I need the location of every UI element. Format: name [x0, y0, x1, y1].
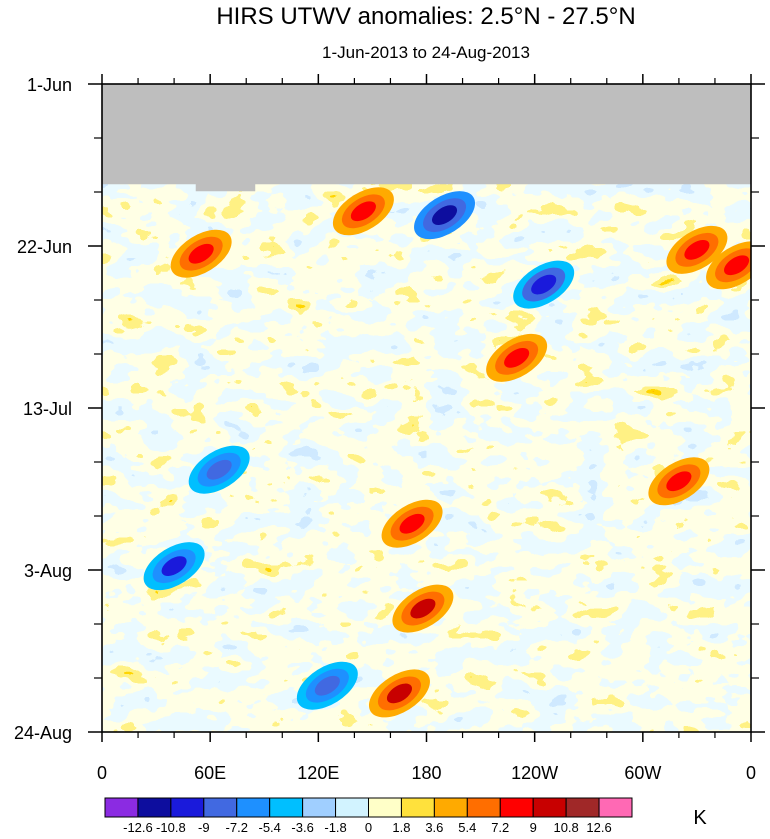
y-tick-label: 13-Jul — [23, 399, 72, 419]
anomaly-contour — [206, 459, 232, 480]
colorbar-label: 12.6 — [586, 820, 611, 834]
colorbar-swatch — [598, 797, 633, 818]
heatmap-field — [102, 84, 751, 732]
colorbar-label: -12.6 — [123, 820, 153, 834]
anomaly-contour — [431, 205, 458, 226]
anomaly-contour — [350, 201, 376, 222]
chart-subtitle: 1-Jun-2013 to 24-Aug-2013 — [322, 43, 530, 62]
x-tick-label: 180 — [411, 763, 441, 783]
colorbar-label: -9 — [198, 820, 210, 834]
colorbar-swatch — [137, 797, 172, 818]
colorbar-swatch — [302, 797, 337, 818]
anomaly-feature — [486, 333, 548, 382]
anomaly-contour — [410, 598, 436, 619]
x-axis: 0 60E 120E 180 120W 60W 0 — [97, 74, 756, 783]
anomaly-contour — [504, 347, 530, 368]
anomaly-feature — [332, 187, 394, 236]
colorbar-label: -7.2 — [226, 820, 248, 834]
colorbar-swatch — [532, 797, 567, 818]
colorbar-swatch — [433, 797, 468, 818]
colorbar-swatch — [499, 797, 534, 818]
anomaly-contour — [666, 471, 692, 492]
x-tick-label: 0 — [97, 763, 107, 783]
colorbar-swatch — [170, 797, 205, 818]
anomaly-feature — [513, 260, 575, 309]
colorbar-label: 9 — [530, 820, 537, 834]
units-label: K — [693, 807, 707, 829]
anomaly-feature — [666, 225, 728, 274]
anomaly-feature — [381, 499, 443, 548]
colorbar-swatch — [269, 797, 304, 818]
colorbar-swatch — [104, 797, 139, 818]
anomaly-contour — [188, 243, 214, 264]
anomaly-feature — [296, 661, 358, 710]
colorbar: -12.6 -10.8 -9 -7.2 -5.4 -3.6 -1.8 0 1.8 3.6 5.4 7.… — [104, 797, 633, 835]
anomaly-contour — [386, 683, 413, 704]
colorbar-label: 0 — [365, 820, 372, 834]
y-axis: 1-Jun 22-Jun 13-Jul 3-Aug 24-Aug — [14, 75, 765, 743]
x-tick-label: 0 — [746, 763, 756, 783]
colorbar-swatch — [368, 797, 402, 818]
x-tick-label: 120W — [511, 763, 558, 783]
anomaly-feature — [648, 457, 710, 506]
anomaly-feature — [706, 241, 751, 290]
colorbar-label: 10.8 — [553, 820, 578, 834]
chart-title: HIRS UTWV anomalies: 2.5°N - 27.5°N — [216, 3, 635, 30]
colorbar-label: 7.2 — [491, 820, 509, 834]
anomaly-contour — [399, 513, 425, 534]
anomaly-feature — [392, 584, 454, 633]
colorbar-label: -10.8 — [156, 820, 186, 834]
x-tick-label: 120E — [297, 763, 339, 783]
x-tick-label: 60W — [624, 763, 661, 783]
anomaly-contour — [531, 274, 557, 295]
colorbar-swatch — [565, 797, 600, 818]
anomaly-feature — [170, 229, 232, 278]
y-tick-label: 1-Jun — [27, 75, 72, 95]
colorbar-swatch — [466, 797, 501, 818]
colorbar-label: 5.4 — [458, 820, 476, 834]
y-tick-label: 24-Aug — [14, 723, 72, 743]
colorbar-swatch — [400, 797, 435, 818]
anomaly-feature — [188, 445, 250, 494]
colorbar-swatch — [203, 797, 238, 818]
colorbar-swatch — [236, 797, 271, 818]
anomaly-feature — [143, 542, 205, 591]
anomaly-contour — [314, 675, 340, 696]
missing-data-region — [102, 84, 751, 192]
colorbar-label: -3.6 — [291, 820, 313, 834]
y-tick-label: 3-Aug — [24, 561, 72, 581]
colorbar-label: 1.8 — [392, 820, 410, 834]
y-tick-label: 22-Jun — [17, 237, 72, 257]
colorbar-label: 3.6 — [425, 820, 443, 834]
anomaly-contour — [724, 255, 750, 276]
anomaly-feature — [368, 669, 430, 718]
colorbar-label: -5.4 — [258, 820, 280, 834]
x-tick-label: 60E — [194, 763, 226, 783]
anomaly-contour — [684, 239, 710, 260]
anomaly-feature — [414, 191, 476, 240]
colorbar-swatch — [335, 797, 369, 818]
anomaly-contour — [161, 556, 187, 577]
colorbar-label: -1.8 — [324, 820, 346, 834]
